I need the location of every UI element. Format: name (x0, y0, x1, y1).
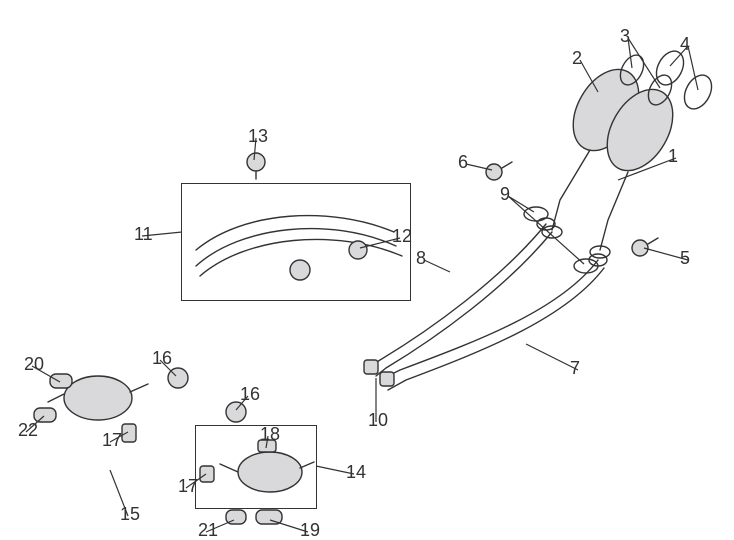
callout-number: 18 (260, 424, 280, 445)
part-sensor-6 (486, 162, 512, 180)
callout-number: 5 (680, 248, 690, 269)
group-box (181, 183, 411, 301)
callout-number: 6 (458, 152, 468, 173)
callout-number: 21 (198, 520, 218, 540)
callout-number: 2 (572, 48, 582, 69)
callout-number: 8 (416, 248, 426, 269)
part-clamp-16 (168, 368, 246, 422)
callout-number: 17 (178, 476, 198, 497)
part-sensor-5 (632, 238, 658, 256)
callout-number: 12 (392, 226, 412, 247)
part-converter-1 (542, 58, 686, 258)
callout-number: 4 (680, 34, 690, 55)
part-seal-9 (524, 207, 598, 273)
callout-number: 1 (668, 146, 678, 167)
part-tip-20 (50, 374, 72, 388)
callout-number: 9 (500, 184, 510, 205)
group-box (195, 425, 317, 509)
callout-number: 7 (570, 358, 580, 379)
callout-number: 3 (620, 26, 630, 47)
callout-number: 19 (300, 520, 320, 540)
callout-number: 17 (102, 430, 122, 451)
callout-number: 16 (152, 348, 172, 369)
callout-number: 11 (134, 224, 153, 245)
callout-number: 22 (18, 420, 38, 441)
part-tip-19 (256, 510, 282, 524)
callout-number: 15 (120, 504, 140, 525)
callout-number: 20 (24, 354, 44, 375)
callout-number: 13 (248, 126, 268, 147)
callout-number: 14 (346, 462, 366, 483)
part-tip-21 (226, 510, 246, 524)
part-hanger-13 (247, 153, 265, 179)
callout-number: 16 (240, 384, 260, 405)
callout-number: 10 (368, 410, 388, 431)
